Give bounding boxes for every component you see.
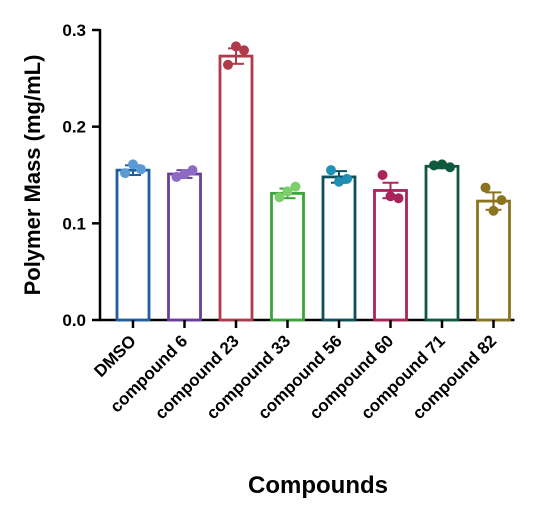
bar bbox=[270, 191, 305, 322]
x-axis-title: Compounds bbox=[248, 472, 388, 499]
data-point bbox=[171, 171, 182, 182]
data-point bbox=[488, 205, 499, 216]
data-point bbox=[231, 41, 241, 52]
data-point bbox=[120, 168, 130, 179]
data-point bbox=[274, 192, 285, 203]
y-tick-label: 0.0 bbox=[62, 311, 86, 330]
y-ticks: 0.0 0.1 0.2 0.3 bbox=[62, 21, 100, 330]
data-point bbox=[179, 169, 190, 180]
y-tick-label: 0.1 bbox=[62, 214, 86, 233]
data-point bbox=[334, 176, 344, 187]
bar bbox=[424, 164, 460, 322]
bar bbox=[373, 189, 408, 322]
data-point bbox=[128, 159, 138, 170]
y-tick-label: 0.3 bbox=[62, 21, 86, 40]
data-point bbox=[445, 162, 455, 173]
data-point bbox=[385, 191, 396, 202]
data-point bbox=[187, 165, 198, 176]
bar bbox=[115, 168, 151, 322]
data-point bbox=[290, 181, 301, 192]
data-point bbox=[496, 195, 507, 206]
bar bbox=[476, 199, 511, 322]
data-point bbox=[429, 160, 439, 171]
y-axis-title: Polymer Mass (mg/mL) bbox=[20, 55, 45, 296]
x-tick-label: DMSO bbox=[90, 331, 139, 380]
data-point bbox=[342, 173, 352, 184]
data-point bbox=[480, 182, 491, 193]
data-point bbox=[282, 186, 293, 197]
data-point bbox=[326, 165, 336, 176]
y-tick-label: 0.2 bbox=[62, 118, 86, 137]
bar bbox=[218, 54, 254, 322]
data-point bbox=[136, 164, 146, 175]
data-point bbox=[239, 45, 249, 56]
bar bbox=[167, 172, 202, 322]
bars bbox=[115, 54, 511, 322]
data-point bbox=[437, 159, 447, 170]
data-point bbox=[223, 59, 233, 70]
bar bbox=[321, 175, 357, 322]
data-point bbox=[393, 193, 404, 204]
data-point bbox=[377, 170, 388, 180]
data-points bbox=[120, 41, 507, 216]
